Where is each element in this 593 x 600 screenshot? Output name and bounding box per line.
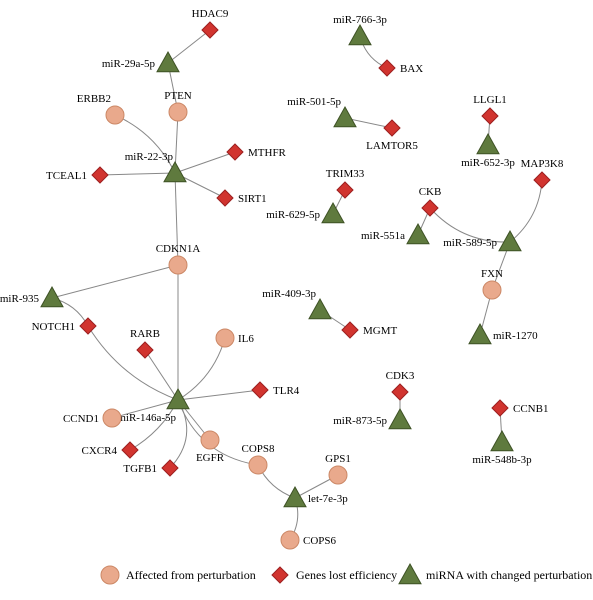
node-RARB: RARB [130,328,160,358]
node-miR-1270: miR-1270 [469,324,538,344]
node-let-7e-3p: let-7e-3p [284,487,348,507]
node-label: CDKN1A [156,243,201,255]
node-TCEAL1: TCEAL1 [46,167,108,183]
legend: Affected from perturbation Genes lost eff… [101,564,592,584]
node-miR-589-5p: miR-589-5p [443,231,521,251]
node-TRIM33: TRIM33 [326,168,365,198]
node-CXCR4: CXCR4 [82,442,138,458]
node-miR-935: miR-935 [0,287,63,307]
node-label: miR-551a [361,230,405,242]
node-label: TRIM33 [326,168,365,180]
node-label: IL6 [238,333,254,345]
node-label: NOTCH1 [32,321,75,333]
node-label: EGFR [196,452,225,464]
node-miR-652-3p: miR-652-3p [461,134,515,169]
node-TLR4: TLR4 [252,382,300,398]
node-label: TCEAL1 [46,170,87,182]
node-label: HDAC9 [192,8,229,20]
node-label: LAMTOR5 [366,140,418,152]
node-PTEN: PTEN [164,90,192,121]
node-label: miR-589-5p [443,237,497,249]
node-label: PTEN [164,90,192,102]
network-diagram: miR-29a-5p miR-766-3p miR-29a-5p miR-501-5p… [0,0,593,600]
node-label: GPS1 [325,453,351,465]
node-label: let-7e-3p [308,493,348,505]
node-miR-29a-5p: miR-29a-5p [102,52,179,72]
node-label: BAX [400,63,423,75]
node-label: miR-29a-5p [102,58,156,70]
nodes-layer: HDAC9 miR-766-3p BAX miR-29a-5p ERBB2 PTEN miR… [0,8,564,549]
node-MGMT: MGMT [342,322,398,338]
node-label: MAP3K8 [521,158,564,170]
node-BAX: BAX [379,60,423,76]
legend-item-2: miRNA with changed perturbation [399,564,592,584]
node-label: miR-935 [0,293,39,305]
node-label: miR-22-3p [125,151,174,163]
node-label: TGFB1 [123,463,157,475]
node-label: miR-146a-5p [117,412,176,424]
edge: miR-22-3p [175,152,235,173]
legend-label: Affected from perturbation [126,568,256,582]
node-miR-548b-3p: miR-548b-3p [472,431,532,466]
node-CCND1: CCND1 [63,409,121,427]
node-label: LLGL1 [473,94,507,106]
node-CKB: CKB [419,186,442,216]
node-miR-501-5p: miR-501-5p [287,96,356,127]
node-label: miR-629-5p [266,209,320,221]
node-SIRT1: SIRT1 [217,190,267,206]
node-ERBB2: ERBB2 [77,93,124,124]
node-label: FXN [481,268,503,280]
edge: ERBB2 [115,115,175,173]
node-miR-551a: miR-551a [361,224,429,244]
node-IL6: IL6 [216,329,254,347]
node-LAMTOR5: LAMTOR5 [366,120,418,152]
node-MTHFR: MTHFR [227,144,287,160]
node-LLGL1: LLGL1 [473,94,507,124]
node-TGFB1: TGFB1 [123,460,178,476]
legend-item-1: Genes lost efficiency [272,567,397,583]
node-label: miR-1270 [493,330,538,342]
node-label: CXCR4 [82,445,118,457]
node-label: RARB [130,328,160,340]
edge: CDKN1A [52,265,178,298]
edge: miR-146a-5p [178,338,225,400]
edge: miR-22-3p [100,173,175,175]
node-label: TLR4 [273,385,300,397]
node-label: MGMT [363,325,398,337]
node-CCNB1: CCNB1 [492,400,548,416]
node-label: CDK3 [386,370,415,382]
node-COPS6: COPS6 [281,531,337,549]
node-label: COPS6 [303,535,337,547]
edge: miR-589-5p [510,180,542,242]
node-label: miR-652-3p [461,157,515,169]
node-label: miR-548b-3p [472,454,532,466]
node-miR-629-5p: miR-629-5p [266,203,344,223]
node-miR-409-3p: miR-409-3p [262,288,331,319]
node-label: miR-873-5p [333,415,387,427]
node-label: miR-409-3p [262,288,316,300]
legend-item-0: Affected from perturbation [101,566,256,584]
edge: miR-29a-5p [168,30,210,63]
node-label: ERBB2 [77,93,111,105]
node-label: miR-766-3p [333,14,387,26]
node-MAP3K8: MAP3K8 [521,158,564,188]
node-label: MTHFR [248,147,287,159]
node-FXN: FXN [481,268,503,299]
node-label: miR-501-5p [287,96,341,108]
node-label: CCNB1 [513,403,548,415]
node-label: CKB [419,186,442,198]
node-miR-766-3p: miR-766-3p [333,14,387,45]
node-NOTCH1: NOTCH1 [32,318,96,334]
node-miR-873-5p: miR-873-5p [333,409,411,429]
node-COPS8: COPS8 [241,443,275,474]
node-label: CCND1 [63,413,99,425]
node-miR-22-3p: miR-22-3p [125,151,186,182]
legend-label: miRNA with changed perturbation [426,568,592,582]
legend-label: Genes lost efficiency [296,568,397,582]
node-label: COPS8 [241,443,275,455]
node-CDK3: CDK3 [386,370,415,400]
node-HDAC9: HDAC9 [192,8,229,38]
node-label: SIRT1 [238,193,267,205]
